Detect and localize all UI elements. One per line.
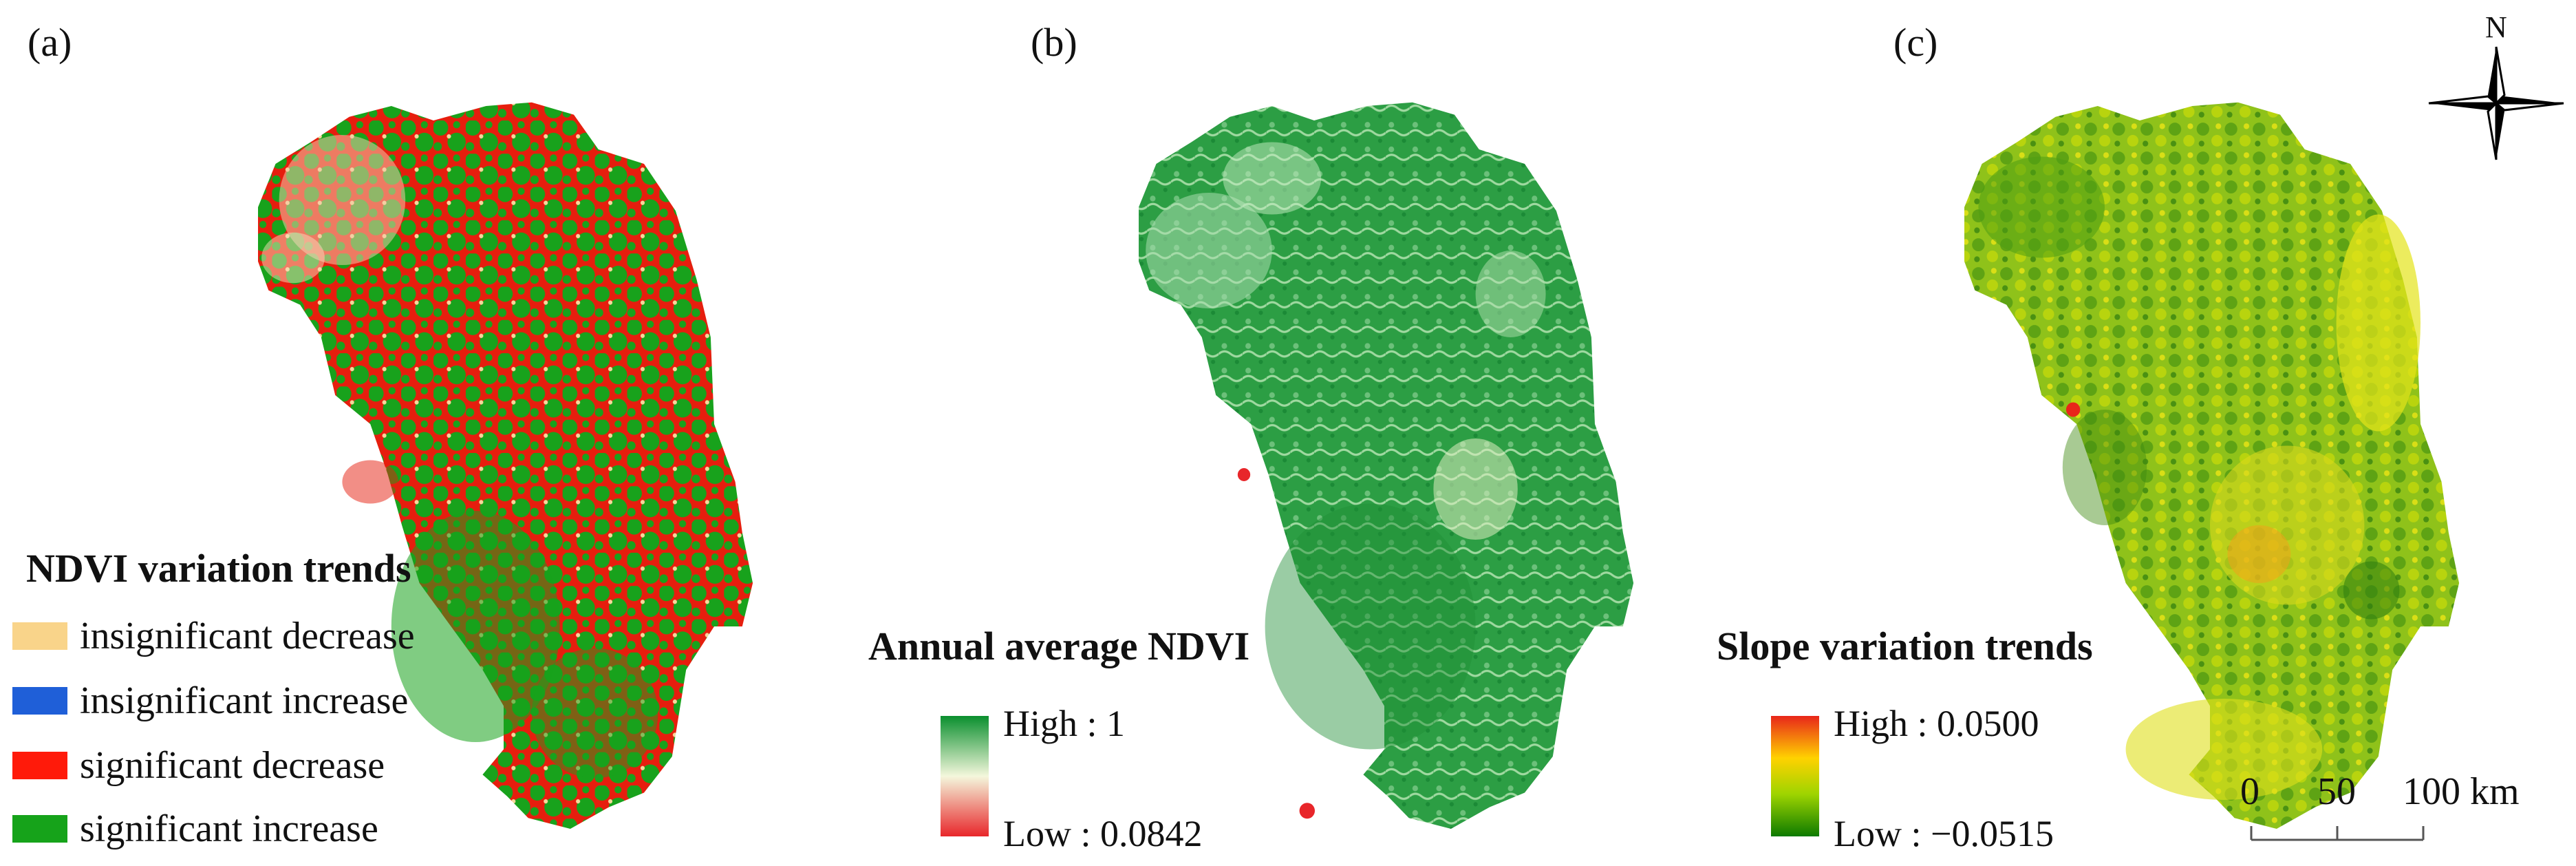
legend-a-title: NDVI variation trends [26,546,411,591]
legend-b-low: Low : 0.0842 [1003,813,1203,854]
panel-label-a: (a) [28,20,72,65]
legend-a-item-significant-decrease: significant decrease [12,743,385,788]
legend-c-high: High : 0.0500 [1834,703,2039,744]
scale-bar [2250,826,2425,841]
scale-tick-50: 50 [2317,770,2356,813]
legend-a-label: significant decrease [80,744,385,787]
legend-b-ramp [941,716,989,836]
panel-label-b: (b) [1031,20,1077,65]
legend-a-label: significant increase [80,807,378,850]
swatch-significant-decrease [12,752,67,779]
north-label: N [2485,10,2507,44]
swatch-insignificant-increase [12,687,67,715]
legend-a-item-significant-increase: significant increase [12,807,378,851]
legend-a-label: insignificant decrease [80,615,415,657]
map-c-slope-trends [1964,102,2460,829]
legend-b-high: High : 1 [1003,703,1126,744]
panel-label-c: (c) [1893,20,1938,65]
legend-a-label: insignificant increase [80,679,409,722]
legend-c-ramp [1771,716,1819,836]
map-a-ndvi-trends [258,102,753,829]
map-b-annual-ndvi [1139,102,1634,829]
legend-c-low: Low : −0.0515 [1834,813,2054,854]
scale-tick-0: 0 [2240,770,2260,813]
legend-c-title: Slope variation trends [1717,624,2093,668]
legend-b-title: Annual average NDVI [868,624,1250,668]
swatch-significant-increase [12,815,67,843]
north-arrow-icon [2428,46,2564,160]
legend-a-item-insignificant-increase: insignificant increase [12,679,408,723]
swatch-insignificant-decrease [12,622,67,650]
scale-tick-100-km: 100 km [2403,770,2520,813]
legend-a-item-insignificant-decrease: insignificant decrease [12,614,415,658]
